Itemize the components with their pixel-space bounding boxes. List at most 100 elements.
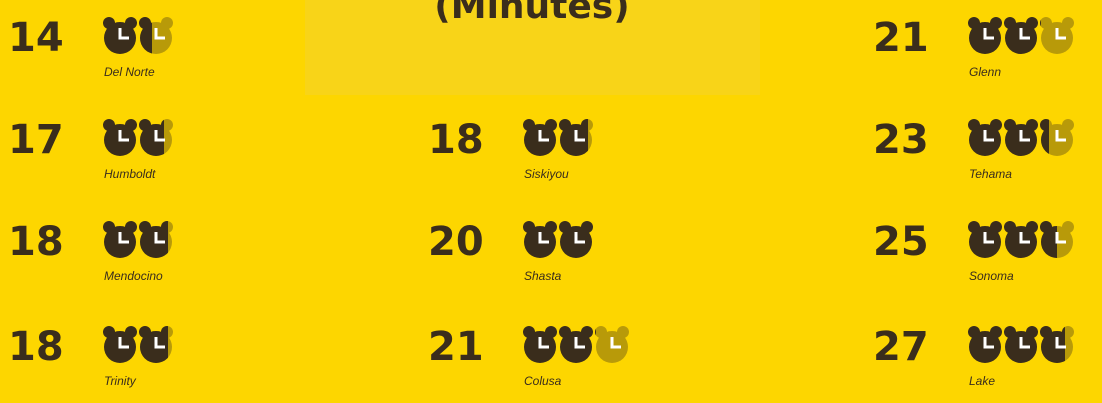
clock — [1040, 221, 1074, 258]
clock — [139, 17, 173, 54]
value-label: 14 — [8, 15, 64, 61]
clock-row — [103, 17, 173, 54]
clock-hands — [118, 28, 129, 40]
clock — [103, 119, 137, 156]
clock-filled — [595, 328, 596, 336]
clock-filled — [1040, 19, 1041, 27]
clock-hands — [983, 130, 994, 142]
clock — [968, 221, 1002, 258]
clock — [139, 119, 173, 156]
clock-face — [1041, 126, 1049, 154]
clock — [1040, 119, 1074, 156]
clock-filled — [139, 221, 168, 258]
clock-row — [103, 221, 173, 258]
clock — [1040, 326, 1074, 363]
category-label: Trinity — [104, 374, 137, 388]
clock — [1040, 17, 1074, 54]
clock — [139, 221, 173, 258]
clock-row — [523, 119, 593, 156]
clock-hands — [574, 337, 585, 349]
clock — [139, 326, 173, 363]
clock-row — [968, 221, 1074, 258]
clock-row — [523, 326, 629, 363]
clock-hands — [118, 337, 129, 349]
chart-title: (Minutes) — [434, 0, 629, 27]
category-label: Del Norte — [104, 65, 155, 79]
category-label: Mendocino — [104, 269, 163, 283]
clock-face — [560, 124, 588, 156]
clock-filled — [139, 326, 168, 363]
value-label: 18 — [8, 219, 64, 265]
clock — [559, 119, 593, 156]
clock — [1004, 326, 1038, 363]
clock-hands — [574, 130, 585, 142]
value-label: 25 — [873, 219, 929, 265]
clock-hands — [1055, 28, 1066, 40]
category-label: Siskiyou — [524, 167, 569, 181]
clock-row — [103, 326, 173, 363]
clock-filled — [1040, 119, 1049, 154]
clock-bell — [1062, 17, 1074, 29]
clock-hands — [154, 232, 165, 244]
clock — [968, 326, 1002, 363]
clock-face — [1041, 226, 1057, 258]
clock-hands — [154, 28, 165, 40]
clock — [103, 326, 137, 363]
clock — [523, 119, 557, 156]
clock — [968, 17, 1002, 54]
clock-filled — [559, 119, 588, 156]
clock-hands — [118, 232, 129, 244]
clock-face — [140, 331, 168, 363]
clock-bell — [595, 326, 607, 338]
clock-hands — [1019, 28, 1030, 40]
clock-face — [140, 124, 164, 156]
clock-bell — [1062, 221, 1074, 233]
value-label: 17 — [8, 117, 64, 163]
clock-bell — [595, 328, 596, 336]
clock-bell — [617, 326, 629, 338]
value-label: 23 — [873, 117, 929, 163]
clock-row — [103, 119, 173, 156]
clock-hands — [538, 130, 549, 142]
clock-row — [523, 221, 593, 258]
clock-hands — [1055, 232, 1066, 244]
clock-face — [140, 226, 168, 258]
clock-hands — [983, 337, 994, 349]
clock — [1004, 17, 1038, 54]
clock — [523, 221, 557, 258]
clock-hands — [983, 28, 994, 40]
clock-hands — [154, 337, 165, 349]
clock — [103, 221, 137, 258]
category-label: Lake — [969, 374, 995, 388]
clock-filled — [139, 119, 164, 156]
value-label: 27 — [873, 324, 929, 370]
clock — [968, 119, 1002, 156]
clock-filled — [1040, 326, 1065, 363]
value-label: 18 — [428, 117, 484, 163]
clock — [595, 326, 629, 363]
clock-row — [968, 17, 1074, 54]
clock-face — [140, 22, 152, 54]
clock-row — [968, 119, 1074, 156]
clock-hands — [154, 130, 165, 142]
clock-hands — [1019, 337, 1030, 349]
category-label: Tehama — [969, 167, 1012, 181]
clock-hands — [118, 130, 129, 142]
clock-hands — [574, 232, 585, 244]
value-label: 21 — [873, 15, 929, 61]
value-label: 21 — [428, 324, 484, 370]
category-label: Shasta — [524, 269, 562, 283]
value-label: 18 — [8, 324, 64, 370]
clock-bell — [1040, 19, 1041, 27]
clock-bell — [1040, 17, 1052, 29]
clock-hands — [1019, 232, 1030, 244]
clock-bell — [1062, 119, 1074, 131]
clock — [1004, 221, 1038, 258]
clock — [559, 326, 593, 363]
clock — [559, 221, 593, 258]
category-label: Humboldt — [104, 167, 156, 181]
clock-filled — [1040, 221, 1057, 258]
clock-hands — [983, 232, 994, 244]
clock-hands — [1055, 130, 1066, 142]
